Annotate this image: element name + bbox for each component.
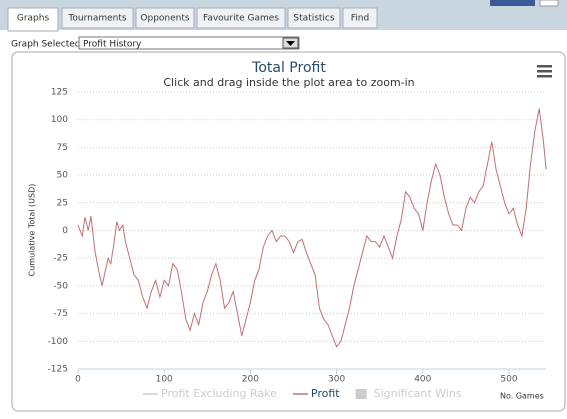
x-tick-label: 100 bbox=[156, 375, 173, 385]
tab[interactable] bbox=[61, 7, 134, 29]
legend-label[interactable]: Profit Excluding Rake bbox=[161, 387, 277, 400]
y-tick-label: -100 bbox=[48, 337, 69, 347]
tab-label: Statistics bbox=[293, 14, 334, 24]
chart-subtitle: Click and drag inside the plot area to z… bbox=[163, 76, 414, 89]
y-tick-label: -25 bbox=[53, 254, 68, 264]
tab[interactable] bbox=[287, 7, 341, 29]
y-tick-label: 75 bbox=[57, 143, 68, 153]
chart-title: Total Profit bbox=[251, 60, 326, 76]
y-tick-label: 25 bbox=[57, 198, 68, 208]
x-axis-title: No. Games bbox=[500, 392, 544, 401]
arrow-icon bbox=[286, 41, 295, 46]
y-tick-label: 125 bbox=[51, 88, 68, 98]
tab[interactable] bbox=[342, 7, 378, 29]
tab-label: Tournaments bbox=[67, 14, 126, 24]
x-tick-label: 0 bbox=[75, 375, 81, 385]
y-tick-label: -75 bbox=[53, 309, 68, 319]
y-tick-label: -125 bbox=[48, 365, 68, 375]
graph-select[interactable] bbox=[78, 36, 300, 50]
tab-label: Favourite Games bbox=[203, 14, 279, 24]
tab-label: Graphs bbox=[17, 14, 50, 24]
legend-label[interactable]: Profit bbox=[311, 387, 340, 400]
tab[interactable] bbox=[196, 7, 286, 29]
tabs: Graphs Tournaments Opponents Favourite Game… bbox=[7, 7, 378, 32]
x-tick-label: 500 bbox=[500, 375, 517, 385]
top-button[interactable] bbox=[539, 0, 559, 7]
x-tick-label: 400 bbox=[414, 375, 431, 385]
tab[interactable] bbox=[7, 7, 59, 32]
graph-select-value: Profit History bbox=[83, 40, 142, 50]
chart-frame bbox=[11, 51, 566, 412]
y-tick-label: -50 bbox=[53, 281, 68, 291]
tab[interactable] bbox=[135, 7, 195, 29]
menu-icon[interactable] bbox=[537, 65, 552, 78]
facebook-button[interactable] bbox=[490, 0, 535, 6]
tab-label: Opponents bbox=[140, 14, 189, 24]
legend-label[interactable]: Significant Wins bbox=[374, 387, 462, 400]
y-axis-title: Cumulative Total (USD) bbox=[28, 184, 37, 277]
graph-selector-label: Graph Selected: bbox=[11, 40, 84, 50]
y-tick-label: 100 bbox=[51, 115, 68, 125]
tab-label: Find bbox=[351, 14, 369, 24]
plot: -125 -100 -75 -50 -25 0 25 50 75 100 125 0 100 200 300… bbox=[48, 88, 547, 385]
x-tick-label: 300 bbox=[328, 375, 345, 385]
y-tick-label: 50 bbox=[57, 171, 69, 181]
legend-symbol[interactable] bbox=[355, 389, 367, 399]
x-tick-label: 200 bbox=[242, 375, 259, 385]
legend: Profit Excluding Rake Profit Significant W… bbox=[143, 387, 462, 400]
y-tick-label: 0 bbox=[62, 226, 68, 236]
profit-line bbox=[77, 108, 547, 348]
